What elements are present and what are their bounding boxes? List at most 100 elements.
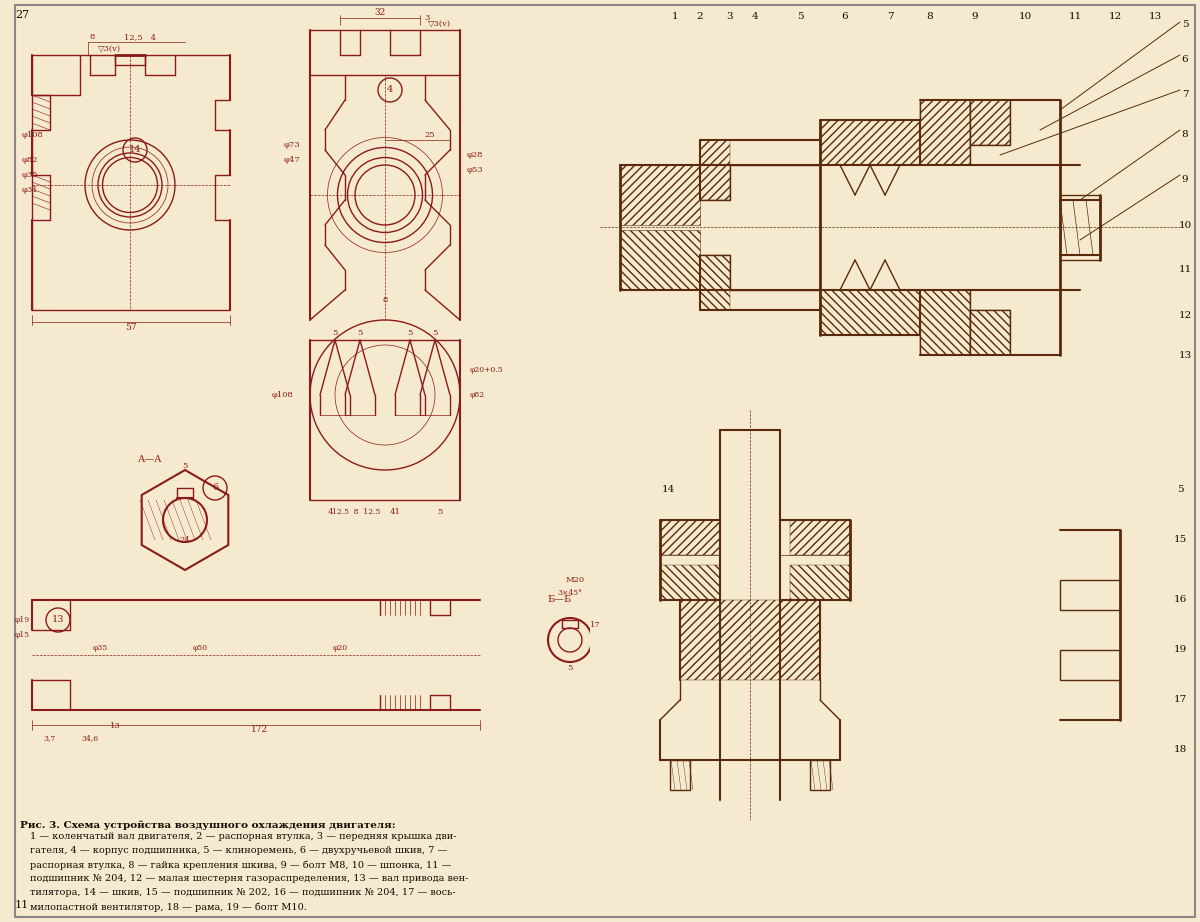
Text: φ47: φ47: [283, 156, 300, 164]
Bar: [700, 140, 730, 200]
Text: 8: 8: [383, 296, 388, 304]
Text: φ20: φ20: [332, 644, 348, 652]
Text: 12: 12: [1178, 311, 1192, 320]
Bar: [790, 520, 850, 555]
Text: 13: 13: [1178, 350, 1192, 360]
Text: 11: 11: [1178, 266, 1192, 275]
Text: 27: 27: [14, 10, 29, 20]
Text: 3: 3: [727, 13, 733, 21]
Text: 8: 8: [89, 33, 95, 41]
Text: 10: 10: [1019, 13, 1032, 21]
Bar: [590, 92, 1170, 922]
Text: А—А: А—А: [138, 455, 162, 465]
Text: 6: 6: [1182, 55, 1188, 65]
Bar: [1060, 195, 1100, 260]
Text: 5: 5: [182, 462, 187, 470]
Text: 3,7: 3,7: [44, 734, 56, 742]
Text: 2: 2: [697, 13, 703, 21]
Text: 12,5   4: 12,5 4: [124, 33, 156, 41]
Bar: [820, 120, 920, 165]
Bar: [970, 310, 1010, 355]
Text: 24: 24: [180, 536, 191, 544]
Text: 14: 14: [661, 486, 674, 494]
Text: 6: 6: [212, 483, 218, 492]
Text: 7: 7: [1182, 90, 1188, 100]
Text: 3×45°: 3×45°: [558, 589, 582, 597]
Text: 12: 12: [1109, 13, 1122, 21]
Text: ▽3(v): ▽3(v): [98, 46, 121, 54]
Text: 15: 15: [1174, 536, 1187, 545]
Text: 11: 11: [1068, 13, 1081, 21]
Text: милопастной вентилятор, 18 — рама, 19 — болт М10.: милопастной вентилятор, 18 — рама, 19 — …: [30, 902, 307, 912]
Text: 41: 41: [390, 508, 401, 516]
Text: 5: 5: [432, 329, 438, 337]
Text: 7: 7: [887, 13, 893, 21]
Text: 17: 17: [589, 621, 600, 629]
Text: 13: 13: [52, 616, 65, 624]
Text: 9: 9: [972, 13, 978, 21]
Text: 57: 57: [125, 324, 137, 333]
Text: 32: 32: [374, 8, 385, 18]
Text: подшипник № 204, 12 — малая шестерня газораспределения, 13 — вал привода вен-: подшипник № 204, 12 — малая шестерня газ…: [30, 874, 468, 883]
Bar: [700, 255, 730, 310]
Text: 3: 3: [425, 14, 430, 22]
Text: 1: 1: [672, 13, 678, 21]
Bar: [790, 565, 850, 600]
Text: φ73: φ73: [283, 141, 300, 149]
Text: 5: 5: [1177, 486, 1183, 494]
Text: 25: 25: [425, 131, 436, 139]
Text: 172: 172: [252, 726, 269, 735]
Text: φ82: φ82: [470, 391, 485, 399]
Text: 12.5  8  12.5: 12.5 8 12.5: [332, 508, 380, 516]
Bar: [1060, 580, 1120, 610]
Text: Б—Б: Б—Б: [548, 596, 572, 605]
Text: 18: 18: [1174, 746, 1187, 754]
Text: 4: 4: [328, 508, 332, 516]
Text: φ20+0.5: φ20+0.5: [470, 366, 504, 374]
Text: 5: 5: [797, 13, 803, 21]
Bar: [810, 760, 830, 790]
Text: 13: 13: [109, 722, 120, 730]
Text: 19: 19: [1174, 645, 1187, 655]
Text: 16: 16: [1174, 596, 1187, 605]
Text: 5: 5: [568, 664, 572, 672]
Bar: [660, 520, 720, 555]
Text: M20: M20: [565, 576, 584, 584]
Text: 1 — коленчатый вал двигателя, 2 — распорная втулка, 3 — передняя крышка дви-: 1 — коленчатый вал двигателя, 2 — распор…: [30, 832, 456, 841]
Text: 13: 13: [1148, 13, 1162, 21]
Text: φ108: φ108: [271, 391, 293, 399]
Text: 5: 5: [358, 329, 362, 337]
Bar: [620, 230, 700, 290]
Text: φ35: φ35: [22, 171, 38, 179]
Text: тилятора, 14 — шкив, 15 — подшипник № 202, 16 — подшипник № 204, 17 — вось-: тилятора, 14 — шкив, 15 — подшипник № 20…: [30, 888, 456, 897]
Text: Рис. 3. Схема устройства воздушного охлаждения двигателя:: Рис. 3. Схема устройства воздушного охла…: [20, 820, 396, 830]
Text: 6: 6: [841, 13, 848, 21]
Text: 4: 4: [751, 13, 758, 21]
Text: φ35: φ35: [92, 644, 108, 652]
Bar: [970, 100, 1010, 145]
Bar: [680, 600, 820, 680]
Text: 5: 5: [332, 329, 337, 337]
Text: распорная втулка, 8 — гайка крепления шкива, 9 — болт М8, 10 — шпонка, 11 —: распорная втулка, 8 — гайка крепления шк…: [30, 860, 451, 869]
Text: 34,6: 34,6: [82, 734, 98, 742]
Text: φ28: φ28: [467, 151, 484, 159]
Text: φ19: φ19: [14, 616, 30, 624]
Bar: [1060, 650, 1120, 680]
Bar: [660, 565, 720, 600]
Text: 4: 4: [386, 86, 394, 94]
Bar: [920, 100, 970, 165]
Text: 11: 11: [14, 900, 29, 910]
Bar: [670, 760, 690, 790]
Text: φ31: φ31: [22, 186, 38, 194]
Text: φ82: φ82: [22, 156, 38, 164]
Text: 14: 14: [128, 146, 142, 155]
Text: φ53: φ53: [467, 166, 484, 174]
Text: 9: 9: [1182, 175, 1188, 184]
Text: 5: 5: [437, 508, 443, 516]
Text: гателя, 4 — корпус подшипника, 5 — клиноремень, 6 — двухручьевой шкив, 7 —: гателя, 4 — корпус подшипника, 5 — клино…: [30, 846, 448, 855]
Bar: [820, 290, 920, 335]
Text: 5: 5: [407, 329, 413, 337]
Text: 8: 8: [1182, 131, 1188, 139]
Text: 10: 10: [1178, 220, 1192, 230]
Bar: [920, 290, 970, 355]
